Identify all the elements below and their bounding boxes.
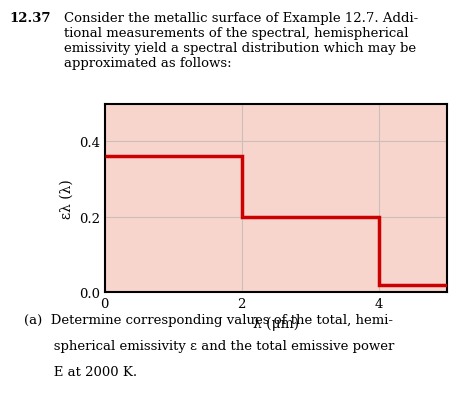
Text: (a)  Determine corresponding values of the total, hemi-: (a) Determine corresponding values of th… [24,313,393,326]
Text: spherical emissivity ε and the total emissive power: spherical emissivity ε and the total emi… [24,339,394,352]
Text: E at 2000 K.: E at 2000 K. [24,365,137,378]
X-axis label: λ (μm): λ (μm) [253,316,299,330]
Y-axis label: ελ (λ): ελ (λ) [60,179,74,218]
Text: Consider the metallic surface of Example 12.7. Addi-
tional measurements of the : Consider the metallic surface of Example… [64,12,418,70]
Text: 12.37: 12.37 [10,12,51,25]
Polygon shape [105,157,447,293]
